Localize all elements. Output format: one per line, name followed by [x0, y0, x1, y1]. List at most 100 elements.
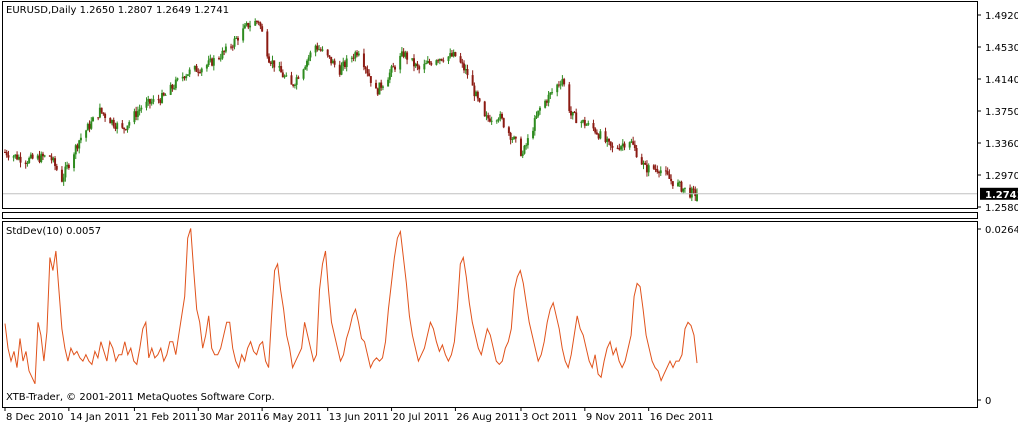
candle-body	[471, 75, 474, 86]
candle-body	[652, 165, 655, 169]
candle-body	[255, 20, 258, 22]
stddev-tick-label: 0	[985, 396, 991, 407]
candle-body	[597, 134, 600, 139]
candle-body	[604, 131, 607, 142]
candle-body	[183, 76, 186, 79]
candle-body	[31, 154, 34, 159]
candle-body	[607, 138, 610, 142]
candle-body	[461, 62, 464, 64]
candlestick-series	[4, 18, 698, 202]
candle-body	[328, 55, 331, 57]
candle-body	[620, 146, 623, 150]
candle-body	[381, 86, 384, 88]
candle-body	[411, 58, 414, 60]
candle-body	[628, 142, 631, 148]
candle-body	[525, 145, 528, 147]
candle-body	[475, 91, 478, 97]
candle-body	[495, 120, 498, 122]
candle-body	[594, 128, 597, 133]
candle-body	[418, 66, 421, 70]
candle-body	[302, 69, 305, 79]
candle-body	[544, 100, 547, 108]
time-tick-label: 3 Oct 2011	[522, 412, 577, 423]
time-tick-label: 16 Dec 2011	[650, 412, 714, 423]
candle-body	[64, 166, 67, 178]
candle-body	[290, 75, 293, 85]
candle-body	[497, 118, 500, 121]
indicator-panel-header: StdDev(10) 0.0057	[6, 226, 101, 237]
panel-separator[interactable]	[2, 212, 978, 219]
candle-body	[532, 130, 535, 139]
candle-body	[519, 138, 522, 156]
candle-body	[466, 69, 469, 76]
candle-body	[295, 77, 298, 85]
price-tick-label: 1.2580	[985, 203, 1018, 214]
candle-body	[145, 101, 148, 108]
candle-body	[135, 111, 138, 117]
candle-body	[513, 136, 516, 140]
candle-body	[333, 60, 336, 65]
candle-body	[658, 171, 661, 174]
candle-body	[414, 63, 417, 67]
candle-body	[463, 63, 466, 71]
candle-body	[438, 58, 441, 61]
candle-body	[55, 166, 58, 170]
current-price-label: 1.2741	[985, 190, 1018, 201]
candle-body	[533, 118, 536, 131]
stddev-tick-label: 0.0264	[985, 225, 1018, 236]
candle-body	[152, 99, 155, 102]
candle-body	[36, 155, 39, 159]
candle-body	[523, 145, 526, 154]
candle-body	[19, 156, 22, 163]
candle-body	[437, 60, 440, 62]
candle-body	[76, 145, 79, 149]
candle-body	[5, 152, 8, 156]
candle-body	[642, 162, 645, 165]
candle-body	[375, 82, 378, 89]
time-tick-label: 14 Jan 2011	[70, 412, 130, 423]
candle-body	[136, 111, 139, 117]
candle-body	[549, 92, 552, 95]
candle-body	[307, 57, 310, 61]
candle-body	[573, 111, 576, 113]
candle-body	[102, 112, 105, 115]
candle-body	[212, 58, 215, 66]
candle-body	[188, 69, 191, 75]
candle-body	[331, 60, 334, 64]
candle-body	[340, 66, 343, 75]
candle-body	[114, 126, 117, 129]
indicator-panel-frame	[2, 221, 978, 408]
candle-body	[557, 84, 560, 86]
candle-body	[592, 123, 595, 129]
candle-body	[16, 154, 19, 160]
candle-body	[162, 92, 165, 96]
candle-body	[609, 141, 612, 146]
candle-body	[121, 123, 124, 128]
candle-body	[138, 109, 141, 112]
candle-body	[309, 52, 312, 58]
candle-body	[483, 101, 486, 117]
candle-body	[485, 115, 488, 117]
candle-body	[616, 147, 619, 149]
candle-body	[683, 187, 686, 189]
candle-body	[67, 164, 70, 169]
candle-body	[85, 130, 88, 138]
candle-body	[174, 79, 177, 89]
candle-body	[112, 119, 115, 127]
candle-body	[647, 165, 650, 173]
candle-body	[273, 60, 276, 68]
candle-body	[606, 138, 609, 142]
candle-body	[571, 111, 574, 116]
candle-body	[26, 162, 29, 164]
candle-body	[537, 110, 540, 116]
candle-body	[587, 123, 590, 125]
candle-body	[116, 123, 119, 129]
candle-body	[88, 123, 91, 129]
candle-body	[670, 178, 673, 182]
candle-body	[362, 53, 365, 68]
candle-body	[73, 154, 76, 169]
time-tick-label: 8 Dec 2010	[6, 412, 64, 423]
candle-body	[416, 63, 419, 67]
candle-body	[133, 111, 136, 123]
candle-body	[551, 92, 554, 94]
